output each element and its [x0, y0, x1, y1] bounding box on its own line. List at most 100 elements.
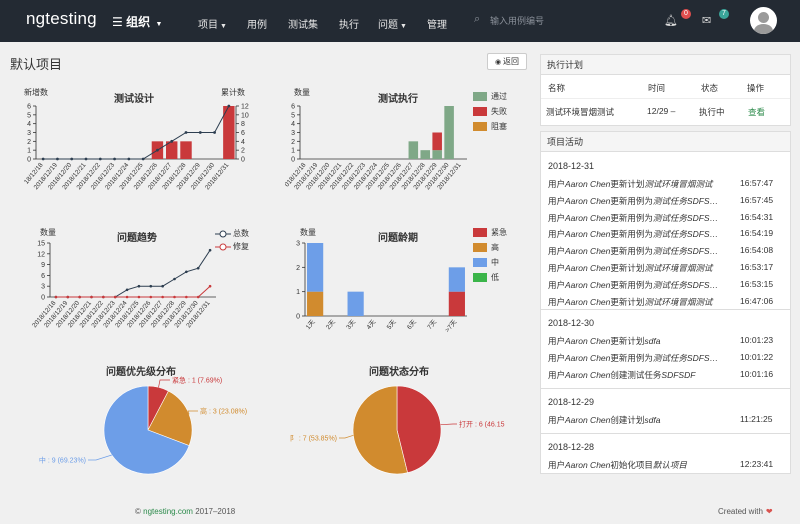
activity-prefix: 用户 — [548, 212, 566, 223]
nav-admin[interactable]: 管理 — [427, 20, 447, 31]
trend-point — [208, 248, 212, 252]
exec-plan-panel: 执行计划 名称 时间 状态 操作 测试环境冒烟测试 12/29 – 执行中 查看 — [540, 54, 791, 126]
back-button[interactable]: ◉ 返回 — [487, 53, 527, 70]
org-label: 组织 — [126, 15, 151, 29]
pie-slice — [396, 385, 442, 474]
legend-pass-label: 通过 — [491, 92, 507, 101]
design-point — [70, 157, 74, 161]
activity-date: 2018-12-31 — [548, 161, 595, 171]
exec-plan-title: 执行计划 — [541, 55, 790, 75]
activity-verb: 更新用例为 — [610, 229, 653, 240]
activity-target: 测试环境冒烟测试 — [644, 179, 713, 189]
activity-date: 2018-12-29 — [548, 397, 595, 407]
pie-label: 紧急 : 1 (7.69%) — [172, 376, 222, 385]
trend-point — [54, 295, 58, 299]
y-right-tick-label: 2 — [241, 148, 245, 155]
avatar[interactable] — [750, 7, 777, 34]
list-item: 用户Aaron Chen创建测试任务SDFSDF — [548, 369, 738, 381]
activity-group: 2018-12-29 用户Aaron Chen创建计划sdfa 11:21:25 — [541, 389, 790, 434]
avatar-body-shape — [754, 24, 773, 34]
pie-slice — [352, 385, 408, 475]
footer-site-link[interactable]: ngtesting.com — [143, 507, 193, 516]
search-input[interactable] — [490, 13, 620, 29]
legend-low: 低 — [473, 272, 499, 283]
x-tick-label: 7天 — [426, 318, 439, 331]
nav-issue[interactable]: 问题 ▼ — [378, 16, 407, 31]
design-chart: 新增数 测试设计 累计数 0 1 2 3 4 5 6 0 2 4 6 8 10 12 18/12/18 201… — [10, 86, 250, 206]
design-bar — [166, 141, 178, 159]
brand-logo[interactable]: ngtesting — [26, 9, 97, 28]
activity-user: Aaron Chen — [565, 212, 611, 223]
legend-line-icon — [215, 243, 231, 251]
back-icon: ◉ — [494, 59, 502, 66]
design-chart-title: 测试设计 — [114, 94, 154, 105]
y-tick-label: 4 — [27, 121, 31, 128]
list-item: 用户Aaron Chen更新计划sdfa — [548, 335, 738, 347]
view-plan-link[interactable]: 查看 — [748, 107, 766, 117]
mail-icon[interactable]: ✉ — [702, 15, 712, 27]
bell-icon[interactable]: 🔔︎ — [664, 15, 678, 27]
trend-point — [161, 284, 164, 288]
y-tick-label: 2 — [27, 139, 31, 146]
legend-swatch — [473, 273, 487, 283]
trend-point — [66, 295, 70, 299]
msg-badge: 7 — [719, 9, 729, 19]
search-icon: ⌕ — [474, 13, 481, 25]
status-chart: 问题状态分布 打开 : 6 (46.15 阝 : 7 (53.85%) — [275, 360, 530, 480]
legend-line-icon — [215, 230, 231, 238]
activity-group: 2018-12-30 用户Aaron Chen更新计划sdfa 10:01:23 用户… — [541, 310, 790, 389]
activity-target: 测试环境冒烟测试 — [644, 263, 713, 273]
exec-chart-svg: 0123456018/12/182018/12/192018/12/202018… — [285, 104, 467, 191]
list-item: 用户Aaron Chen更新用例为测试任务SDFS… — [548, 228, 738, 240]
design-point — [213, 131, 216, 134]
x-tick-label: 3天 — [345, 318, 358, 331]
legend-swatch — [473, 107, 487, 117]
nav-run[interactable]: 执行 — [339, 20, 359, 31]
activity-date: 2018-12-30 — [548, 318, 595, 328]
nav-suite[interactable]: 测试集 — [288, 20, 318, 31]
activity-prefix: 用户 — [548, 296, 566, 307]
list-item: 用户Aaron Chen更新计划测试环境冒烟测试 — [548, 178, 738, 190]
activity-verb: 更新用例为 — [610, 279, 653, 290]
activity-target: 测试任务SDFS… — [652, 279, 719, 290]
design-right-label: 累计数 — [221, 88, 245, 97]
y-tick-label: 9 — [41, 262, 45, 269]
activity-prefix: 用户 — [548, 263, 566, 273]
x-tick-label: 2天 — [324, 318, 337, 331]
nav-case[interactable]: 用例 — [247, 20, 267, 31]
age-bar — [448, 267, 465, 292]
activity-verb: 更新计划 — [610, 263, 645, 273]
navbar: ngtesting ☰ 组织 ▼ 项目 ▼ 用例 测试集 执行 问题 ▼ 管理 ⌕ … — [0, 0, 800, 42]
list-item: 用户Aaron Chen更新计划测试环境冒烟测试 — [548, 262, 738, 274]
activity-verb: 创建测试任务 — [610, 369, 662, 380]
notif-badge: 0 — [681, 9, 691, 19]
trend-point — [208, 284, 212, 288]
activity-prefix: 用户 — [548, 229, 566, 240]
activity-verb: 更新用例为 — [610, 246, 653, 257]
nav-project[interactable]: 项目 ▼ — [198, 16, 227, 31]
activity-group: 2018-12-28 用户Aaron Chen初始化项目默认项目 12:23:41 — [541, 434, 790, 477]
trend-point — [149, 284, 153, 288]
activity-prefix: 用户 — [548, 279, 566, 290]
age-left-label: 数量 — [300, 228, 316, 237]
age-chart-svg: 0 1 2 3 1天 2天 3天 4天 5天 6天 7天 >7天 — [296, 241, 467, 334]
activity-prefix: 用户 — [548, 246, 566, 257]
legend-urgent-label: 紧急 — [491, 228, 507, 237]
footer-years: 2017–2018 — [195, 507, 236, 516]
y-tick-label: 0 — [296, 314, 300, 321]
activity-time: 10:01:16 — [740, 368, 774, 379]
activity-date: 2018-12-28 — [548, 442, 595, 452]
activity-prefix: 用户 — [548, 179, 566, 189]
trend-point — [185, 270, 188, 274]
legend-low-label: 低 — [491, 273, 499, 282]
activity-prefix: 用户 — [548, 460, 566, 470]
exec-left-label: 数量 — [294, 88, 310, 97]
org-dropdown[interactable]: ☰ 组织 ▼ — [112, 13, 162, 30]
exec-chart: 数量 测试执行 0 1 2 3 4 5 6 018/12/18 2018/12/19 2018/1… — [285, 86, 525, 206]
y-tick-label: 6 — [291, 104, 295, 111]
activity-target: 测试任务SDFS… — [652, 212, 719, 223]
activity-target: 测试任务SDFS… — [652, 352, 719, 363]
trend-chart: 数量 问题趋势 总数 修复 0 3 6 9 12 15 2018/12/18 2018/12/… — [10, 224, 250, 344]
design-left-label: 新增数 — [24, 88, 48, 97]
chevron-down-icon: ▼ — [220, 23, 227, 30]
